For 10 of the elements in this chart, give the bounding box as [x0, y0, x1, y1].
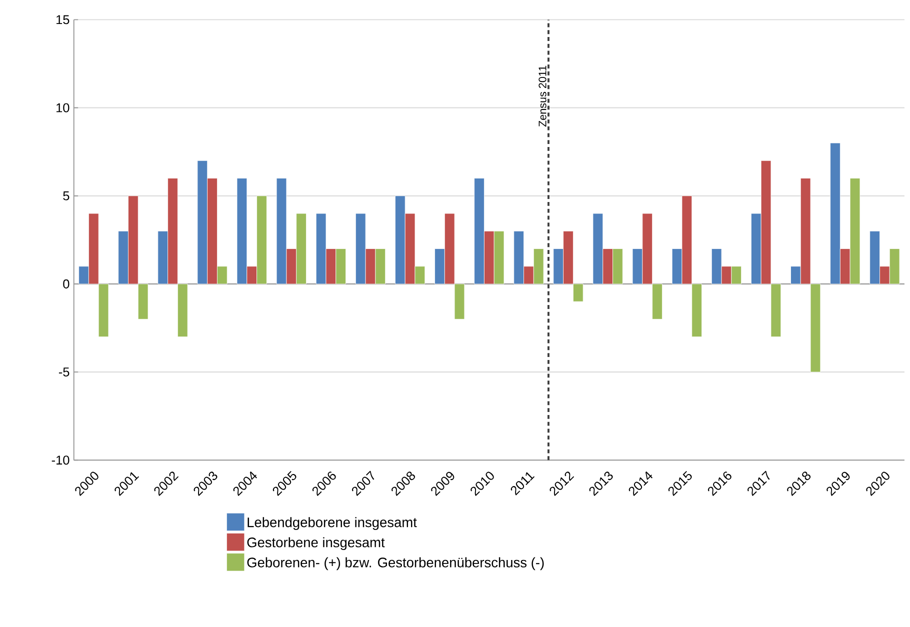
y-tick-label: 15 — [56, 15, 70, 24]
legend-label: Geborenen- (+) bzw. Gestorbenenüberschuss (-) — [247, 557, 544, 570]
ref-line-label: Zensus 2011 — [538, 66, 546, 127]
y-tick-label: 10 — [56, 103, 70, 112]
y-tick-label: 0 — [63, 280, 70, 289]
y-tick-label: -5 — [58, 368, 70, 377]
legend-label: Lebendgeborene insgesamt — [248, 517, 417, 530]
y-tick-label: 5 — [63, 192, 70, 200]
legend-label: Gestorbene insgesamt — [247, 537, 385, 550]
y-tick-label: -10 — [52, 456, 70, 465]
